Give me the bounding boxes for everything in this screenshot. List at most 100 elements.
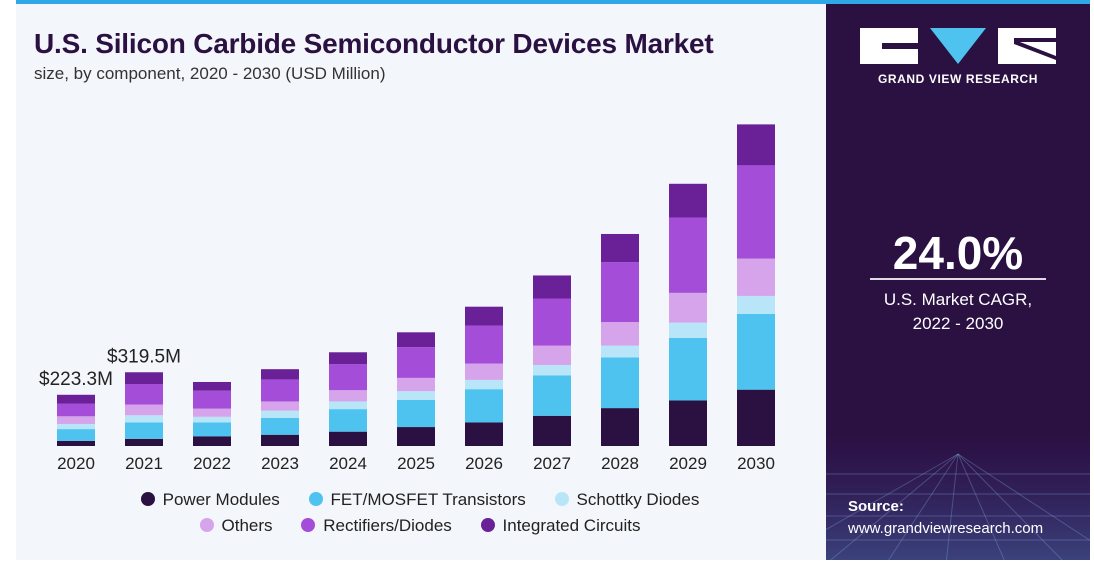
legend-dot-others [199, 518, 214, 532]
bar-segment-2027-integrated-circuits [533, 275, 571, 299]
bar-segment-2023-others [261, 401, 299, 411]
bar-segment-2022-fet-mosfet-transistors [193, 422, 231, 437]
bar-segment-2025-schottky-diodes [397, 391, 435, 400]
bar-segment-2025-fet-mosfet-transistors [397, 399, 435, 428]
bar-segment-2024-schottky-diodes [329, 401, 367, 410]
bar-segment-2020-integrated-circuits [57, 394, 95, 404]
legend-dot-integrated-circuits [480, 518, 495, 532]
decorative-grid [826, 434, 1090, 560]
legend-label: FET/MOSFET Transistors [330, 490, 526, 509]
bar-segment-2021-others [125, 404, 163, 416]
legend-item-others: Others [199, 516, 273, 536]
legend-dot-schottky [554, 492, 569, 506]
cagr-label-line-2: 2022 - 2030 [912, 314, 1004, 333]
bar-segment-2024-fet-mosfet-transistors [329, 409, 367, 432]
source-label: Source: [848, 498, 904, 515]
x-tick-label-2030: 2030 [737, 454, 775, 473]
x-tick-label-2029: 2029 [669, 454, 707, 473]
bar-segment-2022-rectifiers-diodes [193, 390, 231, 409]
value-label-2020: $223.3M [39, 369, 113, 390]
bar-segment-2026-integrated-circuits [465, 306, 503, 326]
x-tick-label-2025: 2025 [397, 454, 435, 473]
bar-segment-2026-others [465, 363, 503, 380]
legend-item-schottky: Schottky Diodes [554, 490, 700, 510]
bar-segment-2029-power-modules [669, 400, 707, 446]
top-accent-line [16, 0, 826, 4]
legend-label: Schottky Diodes [576, 490, 700, 509]
bar-segment-2029-rectifiers-diodes [669, 217, 707, 293]
bar-segment-2025-integrated-circuits [397, 332, 435, 348]
bar-segment-2028-schottky-diodes [601, 345, 639, 358]
x-tick-label-2021: 2021 [125, 454, 163, 473]
stacked-bar-chart: 2020 $223.3M 2021 $319.5M 2022 2023 2024 2025 20… [39, 124, 775, 473]
chart-subtitle: size, by component, 2020 - 2030 (USD Mil… [34, 64, 386, 83]
bar-segment-2021-integrated-circuits [125, 372, 163, 385]
bar-segment-2024-others [329, 390, 367, 402]
bar-segment-2023-fet-mosfet-transistors [261, 417, 299, 435]
bar-segment-2030-rectifiers-diodes [737, 165, 775, 259]
cagr-label: U.S. Market CAGR, 2022 - 2030 [826, 288, 1090, 336]
legend-dot-power-modules [140, 492, 155, 506]
bar-segment-2020-fet-mosfet-transistors [57, 429, 95, 441]
brand-name: GRAND VIEW RESEARCH [877, 72, 1039, 86]
legend-label: Others [221, 516, 273, 535]
legend-dot-rectifiers [301, 518, 316, 532]
x-tick-label-2022: 2022 [193, 454, 231, 473]
bar-segment-2023-schottky-diodes [261, 410, 299, 418]
bar-segment-2020-power-modules [57, 440, 95, 446]
bar-segment-2028-power-modules [601, 408, 639, 446]
legend-dot-fet-mosfet [308, 492, 323, 506]
legend-item-fet-mosfet: FET/MOSFET Transistors [308, 490, 526, 510]
bar-segment-2022-power-modules [193, 436, 231, 446]
bar-segment-2026-rectifiers-diodes [465, 325, 503, 364]
x-tick-label-2023: 2023 [261, 454, 299, 473]
bar-segment-2029-others [669, 292, 707, 323]
x-tick-label-2028: 2028 [601, 454, 639, 473]
bar-segment-2022-others [193, 408, 231, 417]
sidebar-panel: GRAND VIEW RESEARCH 24.0% U.S. Market CA… [826, 4, 1090, 560]
x-tick-label-2024: 2024 [329, 454, 367, 473]
bar-segment-2027-rectifiers-diodes [533, 298, 571, 346]
bar-segment-2027-power-modules [533, 415, 571, 446]
bar-segment-2023-integrated-circuits [261, 369, 299, 380]
bar-segment-2028-integrated-circuits [601, 233, 639, 263]
bar-segment-2020-schottky-diodes [57, 423, 95, 430]
bar-segment-2030-integrated-circuits [737, 124, 775, 166]
grand-view-research-logo [860, 28, 1056, 64]
bar-segment-2027-fet-mosfet-transistors [533, 375, 571, 416]
bar-segment-2021-power-modules [125, 438, 163, 446]
source-url: www.grandviewresearch.com [848, 520, 1044, 537]
bar-segment-2024-power-modules [329, 431, 367, 446]
bar-segment-2028-others [601, 322, 639, 346]
bar-segment-2028-fet-mosfet-transistors [601, 357, 639, 409]
bar-segment-2020-others [57, 416, 95, 424]
legend-label: Power Modules [162, 490, 280, 509]
bar-segment-2030-schottky-diodes [737, 295, 775, 314]
bar-segment-2021-rectifiers-diodes [125, 384, 163, 405]
bar-segment-2029-integrated-circuits [669, 183, 707, 218]
value-label-2021: $319.5M [107, 346, 181, 367]
legend-row-2: Others Rectifiers/Diodes Integrated Circ… [60, 516, 780, 536]
bar-segment-2029-schottky-diodes [669, 322, 707, 338]
bar-segment-2025-rectifiers-diodes [397, 347, 435, 378]
x-tick-label-2020: 2020 [57, 454, 95, 473]
bar-segment-2027-others [533, 345, 571, 366]
bar-segment-2024-rectifiers-diodes [329, 364, 367, 391]
bar-segment-2028-rectifiers-diodes [601, 262, 639, 323]
legend-item-power-modules: Power Modules [140, 490, 280, 510]
bar-segment-2023-rectifiers-diodes [261, 379, 299, 402]
sidebar-accent-line [826, 0, 1090, 4]
cagr-label-line-1: U.S. Market CAGR, [883, 290, 1033, 309]
cagr-value: 24.0% [892, 227, 1024, 279]
bar-segment-2025-power-modules [397, 427, 435, 446]
bar-segment-2022-schottky-diodes [193, 416, 231, 423]
bar-segment-2021-fet-mosfet-transistors [125, 422, 163, 439]
bar-segment-2027-schottky-diodes [533, 365, 571, 376]
bar-segment-2023-power-modules [261, 434, 299, 446]
bar-segment-2024-integrated-circuits [329, 352, 367, 365]
cagr-divider [870, 278, 1046, 280]
legend-item-integrated-circuits: Integrated Circuits [480, 516, 641, 536]
bar-segment-2030-fet-mosfet-transistors [737, 313, 775, 390]
legend-label: Integrated Circuits [502, 516, 641, 535]
bar-segment-2021-schottky-diodes [125, 415, 163, 423]
